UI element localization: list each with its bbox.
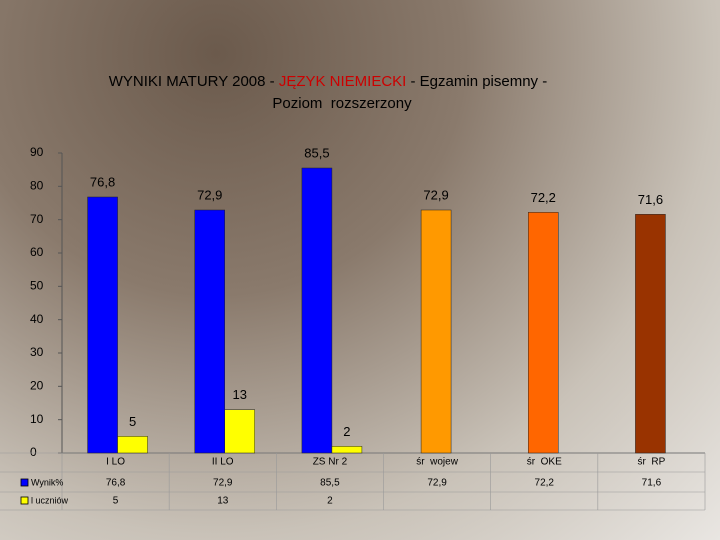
y-tick-label: 80 xyxy=(30,179,44,193)
legend-key xyxy=(20,496,29,505)
table-cell: 72,9 xyxy=(213,478,233,489)
data-label: 76,8 xyxy=(90,174,115,189)
x-tick-label: ZS Nr 2 xyxy=(313,457,348,468)
y-tick-label: 90 xyxy=(30,145,44,159)
table-cell: 72,2 xyxy=(535,478,555,489)
data-label: 5 xyxy=(129,414,136,429)
legend-label: Wynik% xyxy=(31,477,63,487)
x-tick-label: śr OKE xyxy=(527,457,562,468)
table-cell: 85,5 xyxy=(320,478,340,489)
y-tick-label: 10 xyxy=(30,412,44,426)
title-part: JĘZYK NIEMIECKI xyxy=(279,73,407,90)
bar xyxy=(528,212,559,454)
x-tick-label: śr wojew xyxy=(416,457,458,468)
x-tick-label: śr RP xyxy=(638,457,666,468)
legend-label: l uczniów xyxy=(31,495,69,505)
chart-title: WYNIKI MATURY 2008 - JĘZYK NIEMIECKI - E… xyxy=(109,73,547,90)
data-label: 71,6 xyxy=(638,192,663,207)
bar xyxy=(331,446,363,454)
data-label: 72,9 xyxy=(423,187,448,202)
bar xyxy=(635,214,666,454)
data-label: 72,2 xyxy=(531,190,556,205)
x-tick-label: II LO xyxy=(212,457,234,468)
bar xyxy=(117,436,148,454)
bar xyxy=(87,196,118,454)
data-label: 85,5 xyxy=(304,145,329,160)
y-tick-label: 70 xyxy=(30,212,44,226)
legend-key xyxy=(20,478,29,487)
data-label: 13 xyxy=(233,387,247,402)
y-tick-label: 50 xyxy=(30,279,44,293)
table-cell: 76,8 xyxy=(106,478,126,489)
y-tick-label: 0 xyxy=(30,445,37,459)
title-part: WYNIKI MATURY 2008 - xyxy=(109,73,279,90)
table-cell: 71,6 xyxy=(642,478,662,489)
y-tick-label: 40 xyxy=(30,312,44,326)
chart-title: Poziom rozszerzony xyxy=(272,95,412,112)
table-cell: 2 xyxy=(327,496,333,507)
data-label: 2 xyxy=(343,424,350,439)
table-cell: 5 xyxy=(113,496,119,507)
bar xyxy=(194,209,225,454)
table-cell: 72,9 xyxy=(427,478,447,489)
x-tick-label: I LO xyxy=(106,457,125,468)
table-cell: 13 xyxy=(217,496,229,507)
y-tick-label: 20 xyxy=(30,379,44,393)
bar xyxy=(224,409,255,454)
y-tick-label: 30 xyxy=(30,345,44,359)
title-part: - Egzamin pisemny - xyxy=(406,73,547,90)
bar xyxy=(301,167,333,454)
y-tick-label: 60 xyxy=(30,245,44,259)
data-label: 72,9 xyxy=(197,187,222,202)
bar xyxy=(420,209,452,454)
